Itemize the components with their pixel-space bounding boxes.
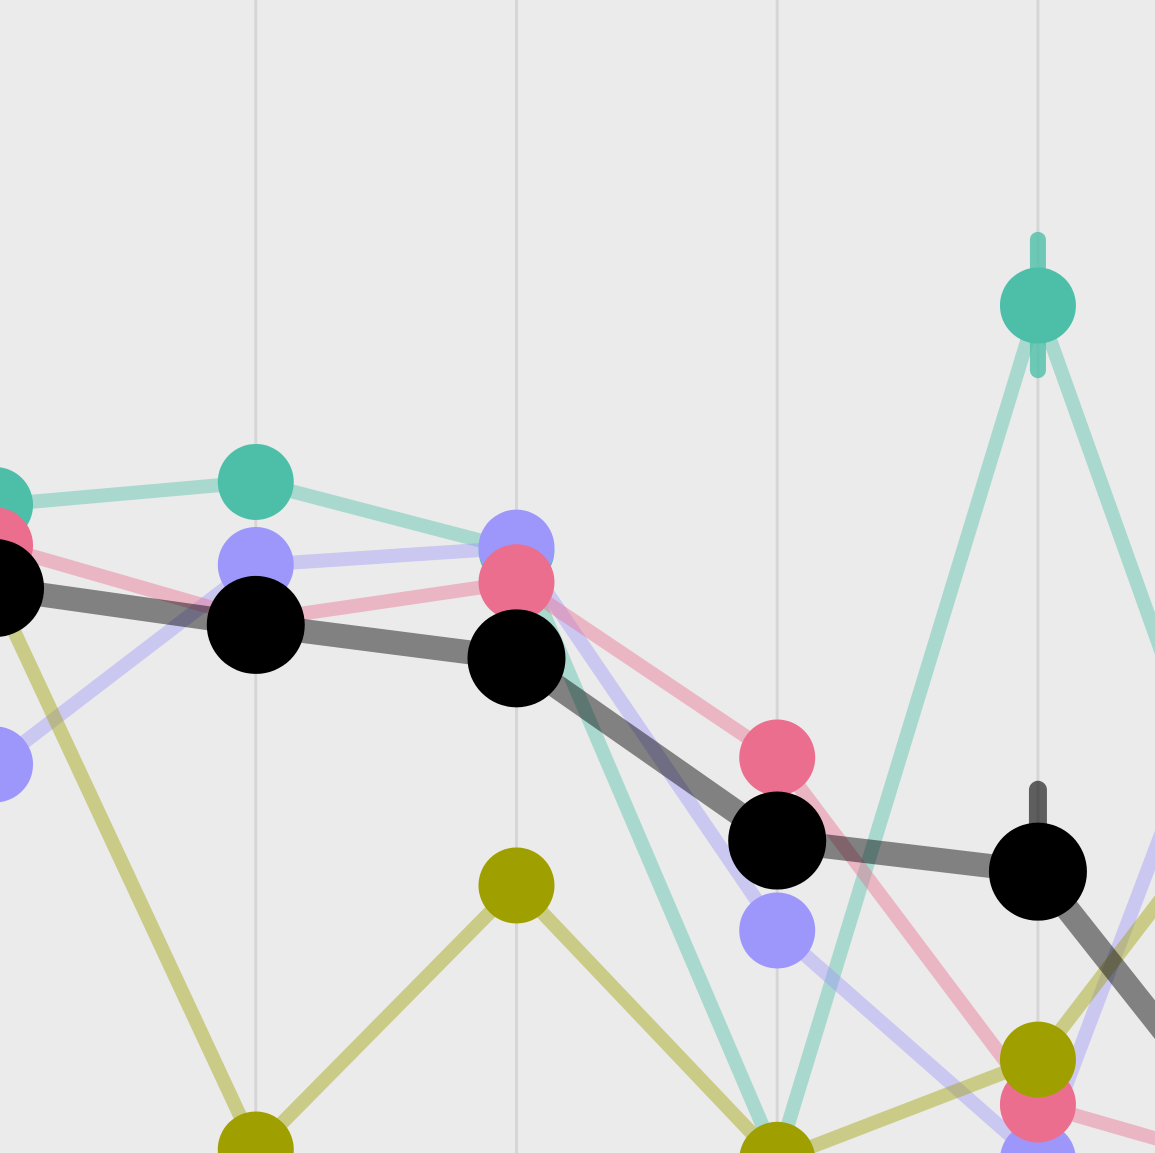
point bbox=[217, 1111, 294, 1153]
point bbox=[217, 443, 294, 520]
series-line bbox=[0, 587, 1155, 1153]
point bbox=[739, 892, 816, 969]
point bbox=[0, 539, 45, 637]
point bbox=[467, 609, 566, 708]
series-line bbox=[0, 298, 1155, 1153]
point bbox=[739, 719, 816, 796]
point bbox=[478, 847, 555, 924]
point bbox=[0, 726, 34, 803]
point bbox=[739, 1121, 815, 1153]
series-line bbox=[0, 540, 1155, 1153]
point bbox=[999, 267, 1076, 344]
series-line bbox=[0, 576, 1155, 1040]
point bbox=[988, 822, 1087, 921]
point bbox=[206, 575, 305, 674]
point bbox=[999, 1021, 1076, 1098]
point bbox=[728, 791, 827, 890]
point bbox=[478, 544, 555, 621]
